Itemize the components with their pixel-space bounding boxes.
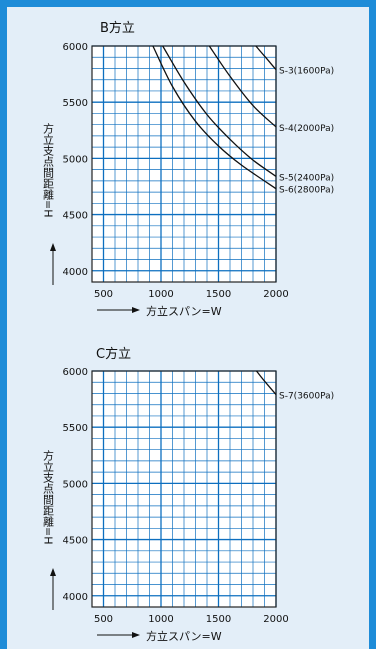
x-tick-label: 1000 [148, 289, 173, 300]
plot-border [91, 45, 277, 283]
series-label: S-5(2400Pa) [279, 173, 334, 183]
y-tick-label: 5500 [63, 98, 88, 109]
y-tick-label: 6000 [63, 367, 88, 378]
x-tick-label: 1500 [206, 614, 231, 625]
chart-b-method: B方立 500 1000 1500 200040004500500055006000 … [42, 20, 335, 318]
chart-b-x-arrow-head [132, 307, 140, 313]
series-label: S-7(3600Pa) [279, 392, 334, 402]
chart-b-ylabel: 方立支点間距離=H [42, 122, 55, 218]
chart-b-curves: S-3(1600Pa) S-4(2000Pa) S-5(2400Pa) S-6(280… [152, 45, 334, 196]
x-tick-label: 500 [94, 614, 113, 625]
series-curve [255, 370, 277, 396]
y-tick-label: 5000 [63, 154, 88, 165]
chart-c-ticks: 500 1000 1500 2000 4000 4500 5000 5500 6000 [63, 367, 289, 625]
chart-c-xlabel: 方立スパン=W [146, 629, 222, 643]
chart-c-y-arrow-head [50, 568, 56, 576]
chart-c-grid [91, 370, 277, 608]
chart-c-method: C方立 500 1000 1500 200040004500500055006000 … [42, 346, 335, 643]
series-label: S-3(1600Pa) [279, 67, 334, 77]
chart-c-x-arrow-head [132, 632, 140, 638]
y-tick-label: 4500 [63, 211, 88, 222]
series-curve [152, 45, 277, 190]
chart-b-xlabel: 方立スパン=W [146, 304, 222, 318]
plot-border [91, 370, 277, 608]
chart-b-title: B方立 [100, 20, 135, 36]
x-tick-label: 500 [94, 289, 113, 300]
chart-c-ylabel: 方立支点間距離=H [42, 449, 55, 545]
series-label: S-6(2800Pa) [279, 186, 334, 196]
series-curve [208, 45, 277, 128]
y-tick-label: 6000 [63, 42, 88, 53]
x-tick-label: 1000 [148, 614, 173, 625]
y-tick-label: 4500 [63, 536, 88, 547]
y-tick-label: 4000 [63, 592, 88, 603]
x-tick-label: 2000 [263, 614, 288, 625]
x-tick-label: 2000 [263, 289, 288, 300]
chart-c-title: C方立 [96, 346, 131, 362]
chart-b-ticks: 500 1000 1500 2000 4000 4500 5000 5500 6000 [63, 42, 289, 300]
y-tick-label: 5500 [63, 423, 88, 434]
chart-c-curves: S-7(3600Pa) [255, 370, 334, 402]
chart-b-grid [91, 45, 277, 283]
series-label: S-4(2000Pa) [279, 124, 334, 134]
series-curve [255, 45, 277, 71]
x-tick-label: 1500 [206, 289, 231, 300]
y-tick-label: 5000 [63, 479, 88, 490]
y-tick-label: 4000 [63, 267, 88, 278]
series-curve [162, 45, 277, 177]
chart-b-y-arrow-head [50, 243, 56, 251]
